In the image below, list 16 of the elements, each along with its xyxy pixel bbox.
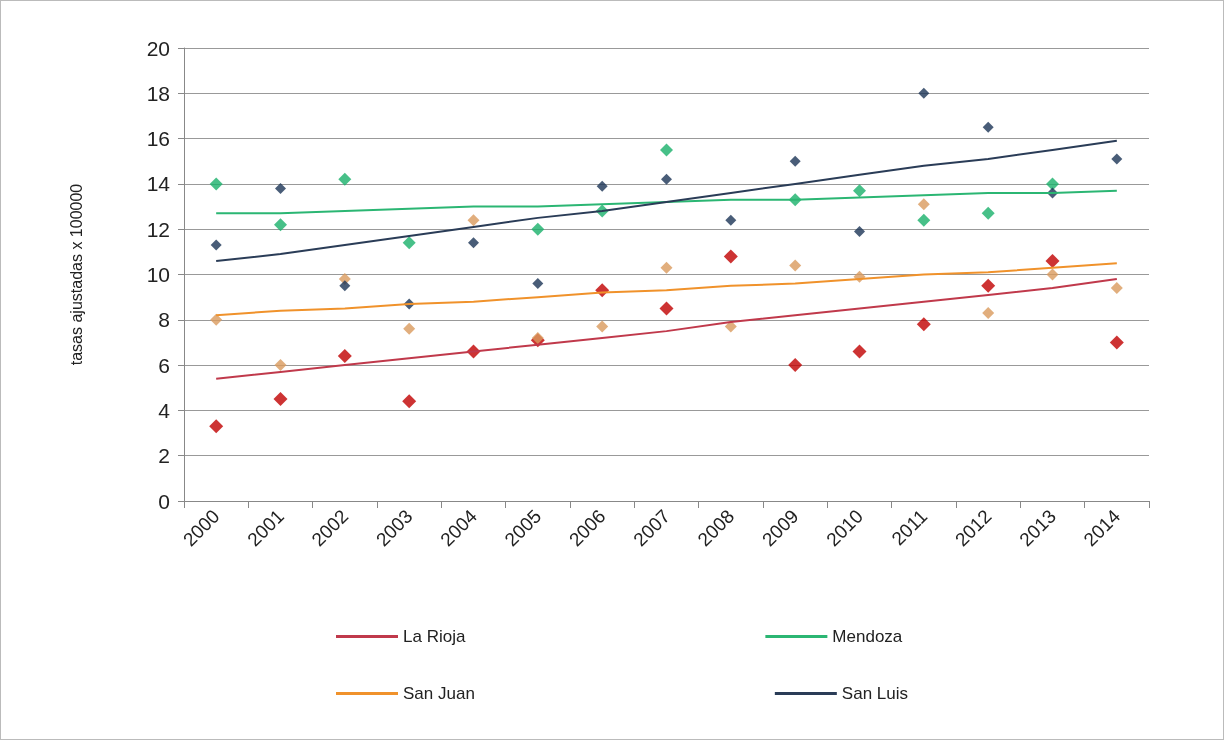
y-tick-label: 2 — [158, 444, 170, 468]
y-axis-title: tasas ajustadas x 100000 — [67, 183, 85, 366]
y-tick-label: 10 — [146, 263, 170, 286]
legend-label: San Juan — [403, 684, 475, 703]
legend-label: La Rioja — [403, 627, 466, 646]
y-tick-label: 12 — [146, 217, 170, 241]
y-tick-label: 6 — [158, 353, 170, 377]
y-tick-label: 0 — [158, 489, 170, 513]
y-tick-label: 20 — [146, 36, 170, 60]
y-tick-label: 4 — [158, 398, 171, 422]
y-tick-label: 16 — [146, 127, 170, 151]
y-tick-label: 18 — [146, 81, 170, 105]
y-tick-label: 8 — [158, 308, 170, 332]
legend-label: San Luis — [841, 684, 909, 703]
legend-label: Mendoza — [832, 627, 903, 646]
y-tick-label: 14 — [146, 172, 171, 196]
